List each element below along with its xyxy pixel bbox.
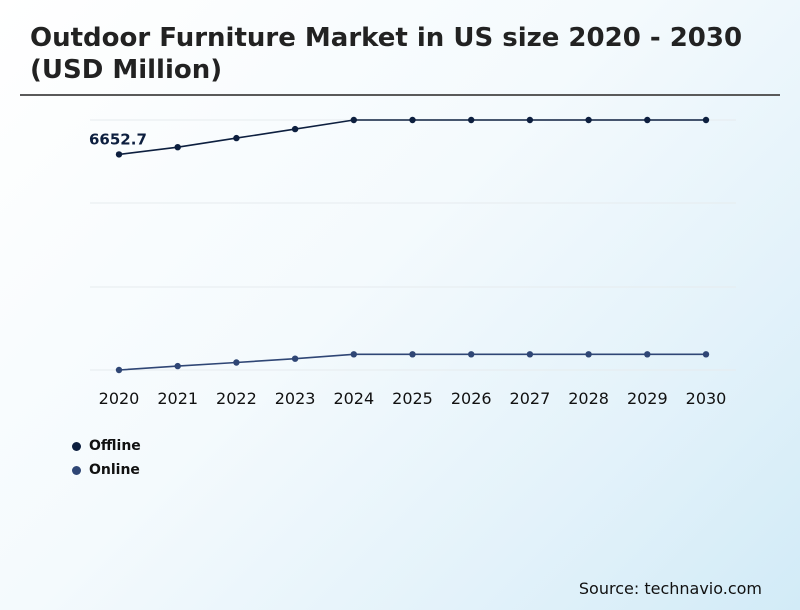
legend-label-offline: Offline [89,438,141,454]
x-tick-2027: 2027 [510,389,551,408]
x-tick-2024: 2024 [333,389,374,408]
x-tick-2028: 2028 [568,389,609,408]
point-offline-2022 [233,134,240,142]
point-offline-2026 [468,116,475,124]
x-tick-2021: 2021 [157,389,198,408]
x-tick-2023: 2023 [275,389,316,408]
title-divider [20,94,780,96]
series-lines [115,116,710,374]
point-offline-2024 [350,116,357,124]
legend-item-offline[interactable]: Offline [72,434,141,458]
point-online-2029 [644,351,651,358]
point-online-2022 [233,359,240,366]
point-offline-2030 [702,116,710,124]
legend-dot-online [72,465,81,475]
point-online-2030 [702,351,710,358]
point-offline-2020 [115,151,123,158]
point-offline-2027 [526,116,534,124]
x-tick-2026: 2026 [451,389,492,408]
data-labels: 6652.7 [89,130,147,148]
point-online-2020 [115,366,123,374]
source-note: Source: technavio.com [578,579,762,598]
legend-item-online[interactable]: Online [72,458,141,482]
legend-dot-offline [72,441,81,451]
point-offline-2028 [585,116,592,124]
x-tick-2025: 2025 [392,389,433,408]
series-line-offline [118,119,706,156]
x-tick-2029: 2029 [627,389,668,408]
point-offline-2025 [409,116,416,124]
point-offline-2029 [644,116,651,124]
gridlines [90,119,736,371]
point-online-2026 [468,351,475,358]
x-tick-2030: 2030 [686,389,727,408]
x-tick-2022: 2022 [216,389,257,408]
x-axis-ticks: 2020 2021 2022 2023 2024 2025 2026 2027 2028 2029… [99,389,727,408]
legend: Offline Online [72,434,141,482]
data-label-offline-2020: 6652.7 [89,130,147,148]
point-online-2027 [526,351,534,358]
point-online-2023 [291,355,299,362]
point-online-2021 [174,362,181,370]
chart-title: Outdoor Furniture Market in US size 2020… [30,23,743,85]
legend-label-online: Online [89,462,140,478]
point-offline-2023 [291,125,299,133]
point-online-2028 [585,351,592,358]
x-tick-2020: 2020 [99,389,140,408]
point-offline-2021 [174,144,181,151]
point-online-2024 [350,351,357,358]
point-online-2025 [409,351,416,358]
